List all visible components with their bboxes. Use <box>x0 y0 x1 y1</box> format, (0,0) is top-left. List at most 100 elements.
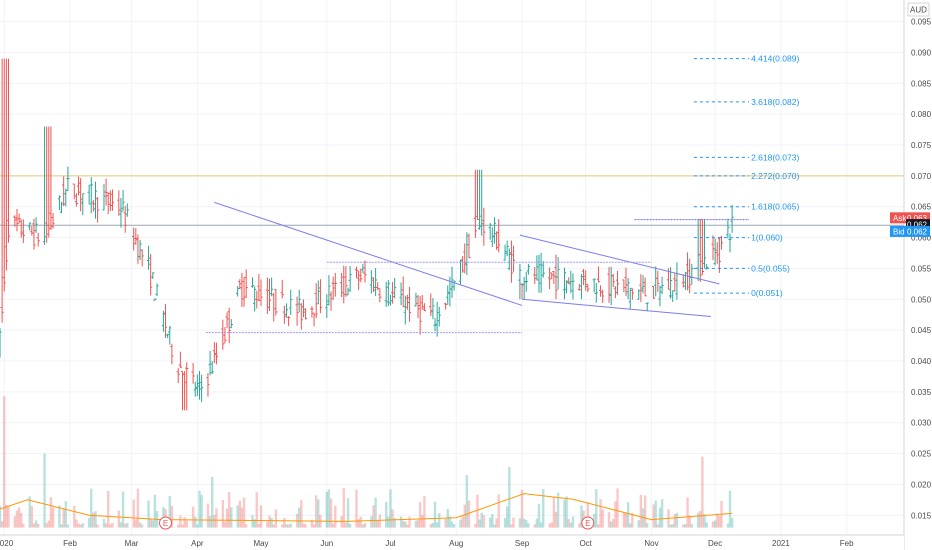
volume-bar <box>567 519 570 528</box>
ohlc-bar <box>537 254 541 293</box>
fib-level-label: 0(0.051) <box>751 288 783 298</box>
price-tag: Bid 0.062 <box>890 225 930 237</box>
volume-bar <box>346 498 350 528</box>
volume-bar <box>64 501 67 528</box>
volume-bar <box>578 523 581 528</box>
fib-level-label: 1.618(0.065) <box>751 202 799 212</box>
ohlc-bar <box>569 270 573 294</box>
volume-bar <box>376 520 379 528</box>
ohlc-bar <box>333 272 337 297</box>
ohlc-bar <box>0 58 4 323</box>
volume-bar <box>117 510 121 528</box>
volume-bar <box>616 488 619 528</box>
ohlc-bar <box>125 203 129 217</box>
ohlc-bar <box>728 233 732 253</box>
ohlc-bar <box>303 308 308 320</box>
volume-bar <box>132 499 135 528</box>
ohlc-bar <box>267 278 272 311</box>
volume-bar <box>488 517 492 528</box>
ohlc-bar <box>91 200 95 212</box>
volume-bar <box>0 505 2 528</box>
ohlc-bar <box>4 58 8 271</box>
volume-bar <box>556 492 560 528</box>
ohlc-bar <box>539 252 543 293</box>
volume-bar <box>542 488 545 528</box>
ohlc-bar <box>34 217 38 233</box>
ohlc-bar <box>577 283 581 291</box>
volume-bar <box>389 489 392 528</box>
price-tick-label: 0.090 <box>911 48 932 57</box>
ohlc-bar <box>312 312 316 327</box>
volume-bar <box>251 515 254 528</box>
volume-bar <box>191 506 195 528</box>
ohlc-bar <box>81 193 85 216</box>
volume-bar <box>151 520 154 528</box>
ohlc-bar <box>615 270 620 295</box>
ohlc-bar <box>327 275 331 306</box>
earnings-marker: E <box>159 516 173 530</box>
ohlc-bar <box>696 219 700 282</box>
volume-layer <box>0 396 734 528</box>
ohlc-bar <box>645 302 649 312</box>
time-tick-label: Oct <box>579 539 592 548</box>
price-tick-label: 0.040 <box>911 357 932 366</box>
ohlc-bar <box>511 245 516 272</box>
volume-bar <box>317 499 320 528</box>
ohlc-bar <box>651 285 656 299</box>
fibonacci-extension: 4.414(0.089) 3.618(0.082) 2.618(0.073) 2.27… <box>693 54 799 298</box>
ohlc-bar <box>624 267 628 297</box>
volume-bar <box>300 499 303 528</box>
volume-bar <box>225 508 229 528</box>
ohlc-bar <box>346 287 350 296</box>
volume-bar <box>329 498 333 528</box>
ohlc-bar <box>711 235 715 261</box>
ohlc-bar <box>168 325 172 345</box>
volume-bar <box>215 508 218 528</box>
ohlc-bar <box>93 181 98 219</box>
ohlc-bar <box>265 277 269 315</box>
earnings-marker-circle <box>159 516 173 530</box>
volume-bar <box>690 523 693 528</box>
volume-bar <box>287 524 290 528</box>
ohlc-bar <box>214 342 219 365</box>
ohlc-bar <box>359 268 363 283</box>
volume-bar <box>357 519 360 528</box>
ohlc-bar <box>369 270 373 294</box>
price-tick-label: 0.080 <box>911 110 932 119</box>
volume-bar <box>703 514 706 528</box>
volume-bar <box>491 513 494 528</box>
ohlc-bar <box>690 263 694 285</box>
volume-bar <box>533 524 536 528</box>
volume-bar <box>75 519 78 528</box>
volume-bar <box>658 507 662 528</box>
volume-bar <box>77 523 80 528</box>
volume-bar <box>408 516 411 528</box>
ohlc-bar <box>700 219 705 275</box>
volume-bar <box>20 512 23 528</box>
ohlc-bar <box>658 285 662 307</box>
ohlc-bar <box>57 195 62 211</box>
volume-bar <box>607 512 611 528</box>
ohlc-bar <box>361 263 365 274</box>
volume-bar <box>688 515 691 528</box>
volume-bar <box>363 523 367 528</box>
volume-bar <box>480 512 483 528</box>
volume-bar <box>47 520 51 528</box>
volume-bar <box>537 504 541 528</box>
price-tick-label: 0.085 <box>911 79 932 88</box>
price-axis-bg <box>904 0 932 550</box>
time-tick-label: Nov <box>644 539 658 548</box>
volume-bar <box>312 524 316 528</box>
earnings-marker-label: E <box>585 519 590 528</box>
ohlc-bar <box>149 253 153 296</box>
ohlc-bar <box>272 293 276 322</box>
volume-bar <box>552 496 556 528</box>
volume-bar <box>429 524 432 528</box>
ohlc-bar <box>488 222 492 240</box>
ohlc-bar <box>227 307 231 344</box>
volume-bar <box>660 499 664 528</box>
volume-bar <box>539 522 543 528</box>
